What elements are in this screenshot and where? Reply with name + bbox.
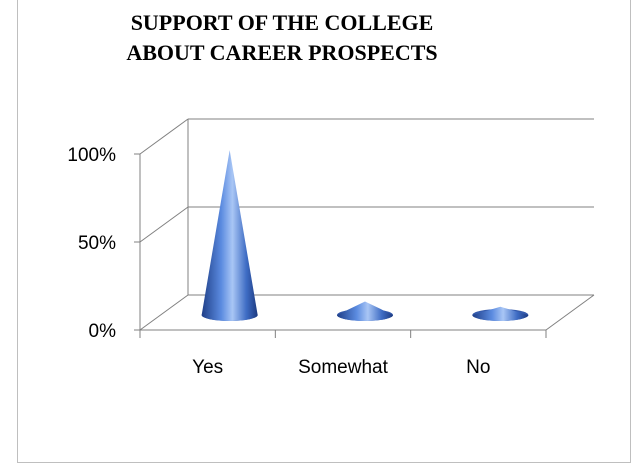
chart-title-line-2: ABOUT CAREER PROSPECTS — [126, 40, 438, 65]
x-tick-label-no: No — [466, 357, 490, 378]
gridline-depth-1 — [139, 206, 189, 243]
floor-right-edge — [545, 294, 595, 331]
gridline-depth-2 — [139, 118, 189, 155]
cone-body-no — [472, 306, 529, 321]
cone-no — [472, 306, 529, 321]
cone-body-yes — [201, 150, 258, 321]
cone-yes — [201, 150, 258, 321]
y-tick-label-2: 100% — [67, 145, 116, 166]
y-tick-label-1: 50% — [78, 233, 116, 254]
chart-title: SUPPORT OF THE COLLEGE ABOUT CAREER PROS… — [52, 8, 512, 68]
y-tick-label-0: 0% — [89, 321, 117, 342]
cone-somewhat — [337, 301, 393, 321]
x-tick-label-somewhat: Somewhat — [298, 357, 388, 378]
gridline-depth-0 — [139, 294, 189, 331]
chart-title-line-1: SUPPORT OF THE COLLEGE — [130, 10, 434, 35]
cone-body-somewhat — [337, 301, 393, 321]
x-tick-label-yes: Yes — [192, 357, 223, 378]
chart-border — [17, 0, 631, 463]
